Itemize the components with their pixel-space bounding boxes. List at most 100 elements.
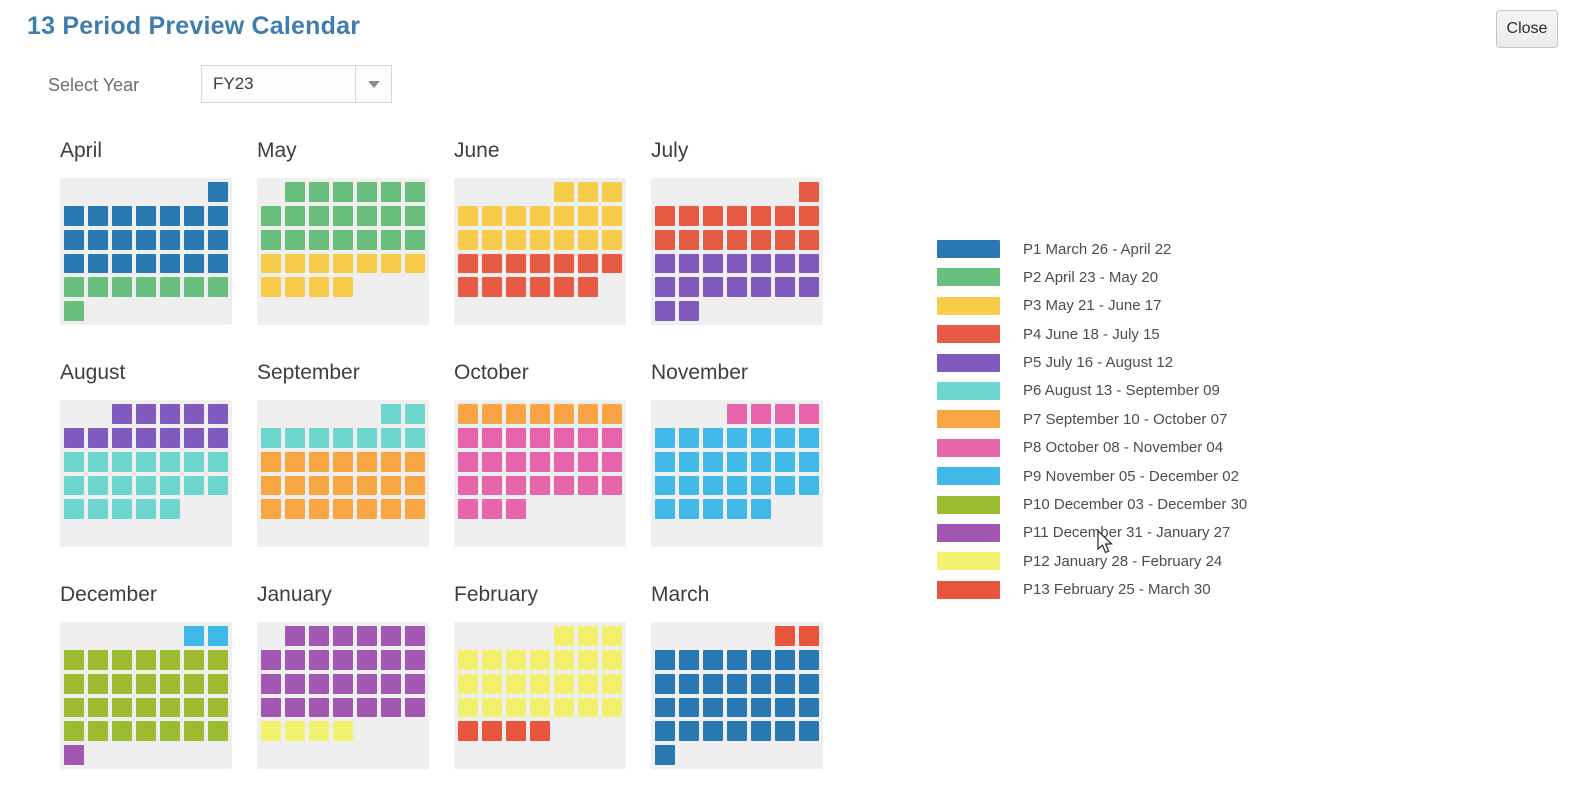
day-cell-p10 — [208, 697, 228, 718]
day-cell-p2 — [136, 277, 156, 298]
day-cell-empty — [333, 404, 353, 424]
day-cell-p3 — [458, 229, 478, 250]
day-cell-p9 — [679, 499, 699, 520]
day-cell-empty — [578, 721, 598, 741]
day-cell-p7 — [602, 404, 622, 424]
day-cell-p1 — [208, 229, 228, 250]
day-cell-p6 — [184, 451, 204, 472]
day-cell-p11 — [405, 673, 425, 694]
day-cell-p3 — [602, 205, 622, 226]
day-cell-p6 — [381, 427, 401, 448]
day-cell-p10 — [88, 649, 108, 670]
day-cell-empty — [727, 626, 747, 646]
day-cell-p5 — [136, 427, 156, 448]
day-cell-p11 — [405, 626, 425, 646]
day-cell-p2 — [285, 229, 305, 250]
day-cell-p5 — [208, 404, 228, 424]
chevron-down-icon[interactable] — [355, 66, 391, 102]
day-cell-p11 — [261, 673, 281, 694]
day-cell-p9 — [703, 451, 723, 472]
day-cell-p4 — [554, 253, 574, 274]
day-cell-p9 — [751, 451, 771, 472]
day-cell-p6 — [208, 475, 228, 496]
day-cell-p3 — [578, 182, 598, 202]
day-cell-p3 — [554, 205, 574, 226]
day-cell-p1 — [727, 673, 747, 694]
day-cell-p8 — [506, 451, 526, 472]
day-cell-p1 — [679, 721, 699, 742]
day-cell-p1 — [136, 253, 156, 274]
day-cell-p4 — [655, 229, 675, 250]
day-cell-p7 — [554, 404, 574, 424]
day-cell-p3 — [309, 277, 329, 298]
day-cell-p10 — [136, 673, 156, 694]
day-cell-empty — [160, 626, 180, 646]
day-cell-p11 — [333, 697, 353, 718]
day-cell-p4 — [530, 253, 550, 274]
day-cell-p2 — [160, 277, 180, 298]
day-cell-p6 — [405, 404, 425, 424]
month-title: May — [257, 139, 297, 162]
day-cell-p10 — [208, 649, 228, 670]
day-cell-empty — [751, 745, 771, 765]
day-cell-p1 — [208, 182, 228, 202]
day-cell-empty — [64, 404, 84, 424]
day-cell-p10 — [64, 673, 84, 694]
day-cell-p10 — [112, 649, 132, 670]
close-button[interactable]: Close — [1496, 10, 1558, 48]
day-cell-p4 — [482, 253, 502, 274]
day-cell-p3 — [578, 205, 598, 226]
day-cell-p1 — [799, 673, 819, 694]
day-cell-p8 — [458, 427, 478, 448]
day-cell-p13 — [458, 721, 478, 742]
day-cell-p8 — [799, 404, 819, 424]
day-cell-p10 — [160, 721, 180, 742]
day-cell-p1 — [775, 673, 795, 694]
day-cell-p12 — [578, 649, 598, 670]
day-cell-p11 — [357, 673, 377, 694]
month-title: February — [454, 583, 539, 606]
day-cell-p6 — [112, 451, 132, 472]
month-title: November — [651, 361, 748, 384]
day-cell-p11 — [309, 626, 329, 646]
day-cell-empty — [482, 626, 502, 646]
day-cell-p7 — [405, 475, 425, 496]
month-april: April — [60, 137, 232, 325]
day-cell-p12 — [482, 697, 502, 718]
day-cell-empty — [88, 182, 108, 202]
day-cell-p3 — [602, 229, 622, 250]
day-cell-p10 — [160, 649, 180, 670]
day-cell-empty — [285, 404, 305, 424]
day-cell-empty — [136, 745, 156, 765]
day-cell-p9 — [775, 475, 795, 496]
day-cell-p5 — [751, 277, 771, 298]
day-cell-p9 — [775, 427, 795, 448]
day-cell-empty — [679, 626, 699, 646]
day-cell-p6 — [357, 427, 377, 448]
day-cell-p10 — [88, 697, 108, 718]
day-cell-empty — [357, 277, 377, 297]
legend-item-p5: P5 July 16 - August 12 — [937, 353, 1247, 372]
day-cell-empty — [184, 745, 204, 765]
day-cell-p1 — [751, 649, 771, 670]
day-cell-p2 — [333, 205, 353, 226]
year-select-dropdown[interactable]: FY23 — [201, 65, 392, 103]
day-cell-p10 — [136, 721, 156, 742]
day-cell-empty — [208, 745, 228, 765]
legend-color-swatch — [937, 495, 1000, 514]
legend-color-swatch — [937, 296, 1000, 315]
day-cell-p3 — [357, 253, 377, 274]
day-cell-p4 — [679, 229, 699, 250]
day-cell-empty — [775, 499, 795, 519]
day-cell-empty — [136, 626, 156, 646]
legend-item-p7: P7 September 10 - October 07 — [937, 410, 1247, 429]
month-october: October — [454, 359, 626, 547]
day-cell-p9 — [703, 499, 723, 520]
day-cell-p4 — [578, 277, 598, 298]
day-cell-p5 — [184, 427, 204, 448]
legend-color-swatch — [937, 240, 1000, 258]
day-cell-p6 — [112, 499, 132, 520]
day-cell-empty — [703, 182, 723, 202]
day-cell-p5 — [727, 277, 747, 298]
month-november: November — [651, 359, 823, 547]
